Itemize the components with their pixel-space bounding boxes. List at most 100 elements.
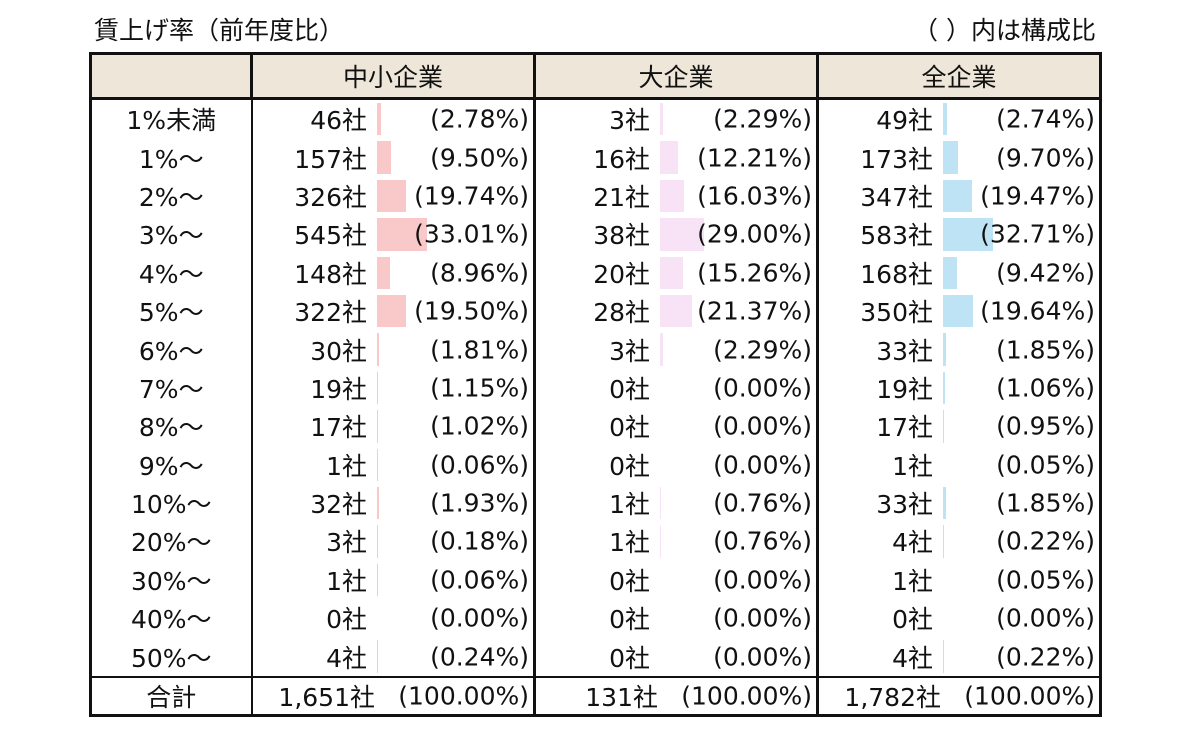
pct-large: (12.21%): [697, 143, 812, 173]
pct-large: (0.00%): [713, 603, 812, 633]
pct-sme: (0.00%): [430, 603, 529, 633]
bar-sme: [376, 218, 427, 251]
count-sme: 322社: [294, 298, 367, 328]
row-label: 50%～: [89, 637, 253, 677]
cell-large: 28社 (21.37%): [534, 291, 819, 331]
pct-all: (1.85%): [996, 488, 1095, 518]
bar-large: [660, 294, 693, 328]
cell-large: 1社 (0.76%): [534, 522, 819, 561]
total-pct-all: (100.00%): [964, 681, 1095, 711]
pct-large: (0.00%): [713, 450, 812, 480]
pct-all: (0.00%): [996, 603, 1095, 633]
cell-sme: 32社 (1.93%): [251, 483, 536, 523]
pct-all: (9.70%): [996, 143, 1095, 173]
row-label: 3%～: [89, 215, 253, 254]
count-sme: 1社: [326, 566, 367, 596]
bar-sme: [376, 103, 381, 136]
total-pct-sme: (100.00%): [398, 681, 529, 711]
table-row: 40%～ 0社 (0.00%) 0社 (0.00%) 0社 (0.00%): [89, 599, 1102, 638]
table-row: 8%～ 17社 (1.02%) 0社 (0.00%) 17社 (0.95%): [89, 407, 1102, 446]
count-large: 0社: [609, 605, 650, 635]
bar-sme: [376, 141, 391, 174]
bar-large: [660, 486, 662, 520]
count-sme: 326社: [294, 182, 367, 212]
pct-all: (0.22%): [996, 642, 1095, 672]
row-label: 8%～: [89, 407, 253, 446]
bar-sme: [376, 410, 379, 443]
pct-large: (2.29%): [713, 335, 812, 365]
count-all: 168社: [860, 259, 933, 289]
cell-sme: 46社 (2.78%): [251, 98, 536, 139]
count-sme: 32社: [310, 490, 367, 520]
count-large: 0社: [609, 374, 650, 404]
total-sme: 1,651社 (100.00%): [251, 675, 536, 717]
count-sme: 4社: [326, 643, 367, 673]
row-label: 1%～: [89, 138, 253, 177]
cell-all: 173社 (9.70%): [817, 138, 1102, 177]
pct-sme: (19.50%): [414, 296, 529, 326]
pct-all: (19.47%): [980, 181, 1095, 211]
bar-all: [943, 218, 993, 251]
row-label: 1%未満: [89, 98, 253, 139]
pct-all: (1.06%): [996, 373, 1095, 403]
cell-large: 0社 (0.00%): [534, 637, 819, 677]
cell-all: 1社 (0.05%): [817, 445, 1102, 484]
total-count-sme: 1,651社: [278, 682, 375, 712]
count-sme: 30社: [310, 336, 367, 366]
table-row: 9%～ 1社 (0.06%) 0社 (0.00%) 1社 (0.05%): [89, 445, 1102, 484]
cell-sme: 1社 (0.06%): [251, 560, 536, 600]
count-all: 19社: [876, 374, 933, 404]
cell-all: 168社 (9.42%): [817, 253, 1102, 292]
cell-sme: 4社 (0.24%): [251, 637, 536, 677]
cell-large: 38社 (29.00%): [534, 215, 819, 254]
cell-large: 16社 (12.21%): [534, 138, 819, 177]
cell-all: 350社 (19.64%): [817, 291, 1102, 331]
pct-all: (0.05%): [996, 565, 1095, 595]
cell-sme: 19社 (1.15%): [251, 368, 536, 408]
bar-large: [660, 525, 662, 558]
cell-all: 347社 (19.47%): [817, 176, 1102, 216]
count-all: 173社: [860, 144, 933, 174]
pct-sme: (0.06%): [430, 565, 529, 595]
cell-all: 19社 (1.06%): [817, 368, 1102, 408]
pct-sme: (1.93%): [430, 488, 529, 518]
cell-sme: 326社 (19.74%): [251, 176, 536, 216]
bar-sme: [376, 179, 407, 213]
cell-large: 3社 (2.29%): [534, 330, 819, 369]
row-label: 20%～: [89, 522, 253, 561]
cell-all: 49社 (2.74%): [817, 98, 1102, 139]
count-all: 0社: [892, 605, 933, 635]
bar-all: [943, 294, 973, 328]
total-large: 131社 (100.00%): [534, 675, 819, 717]
count-sme: 19社: [310, 374, 367, 404]
row-label: 40%～: [89, 599, 253, 638]
count-all: 583社: [860, 221, 933, 251]
pct-all: (9.42%): [996, 258, 1095, 288]
table-row: 7%～ 19社 (1.15%) 0社 (0.00%) 19社 (1.06%): [89, 368, 1102, 408]
count-sme: 0社: [326, 605, 367, 635]
cell-large: 0社 (0.00%): [534, 560, 819, 600]
header-corner: [89, 52, 253, 100]
pct-sme: (33.01%): [414, 219, 529, 249]
count-all: 33社: [876, 490, 933, 520]
total-all: 1,782社 (100.00%): [817, 675, 1102, 717]
table-row: 30%～ 1社 (0.06%) 0社 (0.00%) 1社 (0.05%): [89, 560, 1102, 600]
table-row: 4%～ 148社 (8.96%) 20社 (15.26%) 168社 (9.42%): [89, 253, 1102, 292]
pct-large: (0.00%): [713, 411, 812, 441]
count-large: 3社: [609, 336, 650, 366]
pct-sme: (9.50%): [430, 143, 529, 173]
count-all: 347社: [860, 182, 933, 212]
count-large: 0社: [609, 643, 650, 673]
count-sme: 148社: [294, 259, 367, 289]
bar-all: [943, 103, 948, 136]
count-large: 0社: [609, 451, 650, 481]
row-label: 9%～: [89, 445, 253, 484]
count-all: 1社: [892, 451, 933, 481]
count-sme: 46社: [310, 106, 367, 136]
table-row: 5%～ 322社 (19.50%) 28社 (21.37%) 350社 (19.64%): [89, 291, 1102, 331]
cell-sme: 157社 (9.50%): [251, 138, 536, 177]
pct-large: (16.03%): [697, 181, 812, 211]
table-body: 1%未満 46社 (2.78%) 3社 (2.29%) 49社 (2.74%) 1%～ 157社…: [89, 98, 1102, 717]
pct-sme: (1.02%): [430, 411, 529, 441]
bar-sme: [376, 486, 380, 520]
